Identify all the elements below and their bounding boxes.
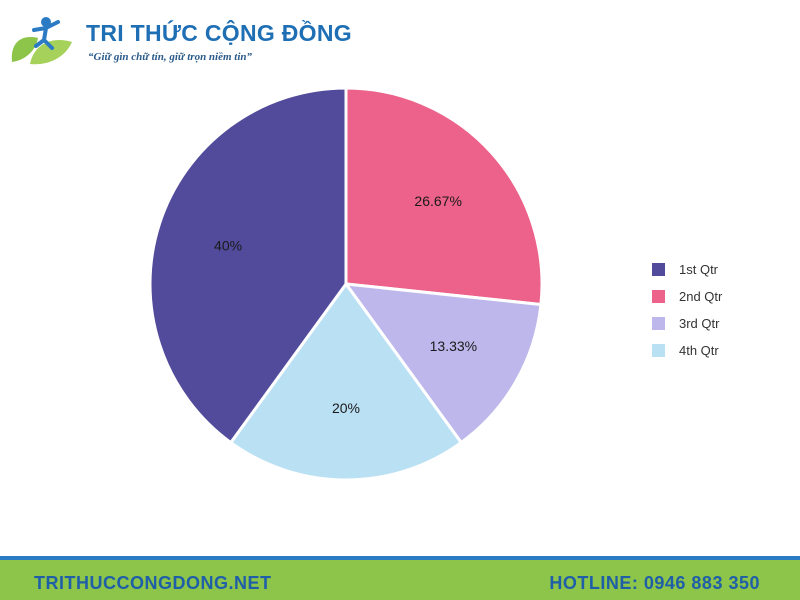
legend-label: 4th Qtr — [679, 343, 719, 358]
legend-label: 2nd Qtr — [679, 289, 723, 304]
footer-website[interactable]: TRITHUCCONGDONG.NET — [34, 573, 272, 593]
brand-slogan: “Giữ gìn chữ tín, giữ trọn niềm tin” — [88, 51, 253, 63]
footer-stripe — [0, 556, 800, 560]
legend-label: 1st Qtr — [679, 262, 719, 277]
legend-swatch — [652, 290, 665, 303]
pie-data-label-4: 20% — [332, 400, 360, 416]
legend-swatch — [652, 263, 665, 276]
footer-bar: TRITHUCCONGDONG.NET HOTLINE: 0946 883 35… — [0, 556, 800, 600]
brand-title: TRI THỨC CỘNG ĐỒNG — [86, 20, 352, 46]
legend-item-2: 2nd Qtr — [652, 283, 722, 310]
pie-data-label-2: 26.67% — [414, 193, 461, 209]
pie-slice-4 — [228, 281, 464, 482]
pie-data-label-3: 13.33% — [430, 338, 477, 354]
pie-data-label-1: 40% — [214, 238, 242, 254]
pie-slice-3 — [342, 282, 543, 445]
legend-item-3: 3rd Qtr — [652, 310, 722, 337]
legend-swatch — [652, 317, 665, 330]
legend-item-1: 1st Qtr — [652, 256, 722, 283]
pie-chart: 26.67% 13.33% 20% 40% — [148, 86, 544, 482]
leaf-person-logo-icon — [11, 17, 72, 65]
legend-swatch — [652, 344, 665, 357]
brand-logo: TRI THỨC CỘNG ĐỒNG “Giữ gìn chữ tín, giữ… — [8, 8, 352, 68]
footer-main: TRITHUCCONGDONG.NET HOTLINE: 0946 883 35… — [0, 560, 800, 600]
footer-hotline[interactable]: HOTLINE: 0946 883 350 — [549, 573, 760, 593]
pie-slice-2 — [344, 86, 544, 307]
legend-item-4: 4th Qtr — [652, 337, 722, 364]
legend-label: 3rd Qtr — [679, 316, 720, 331]
chart-legend: 1st Qtr 2nd Qtr 3rd Qtr 4th Qtr — [652, 256, 722, 364]
pie-slice-1 — [148, 86, 348, 445]
